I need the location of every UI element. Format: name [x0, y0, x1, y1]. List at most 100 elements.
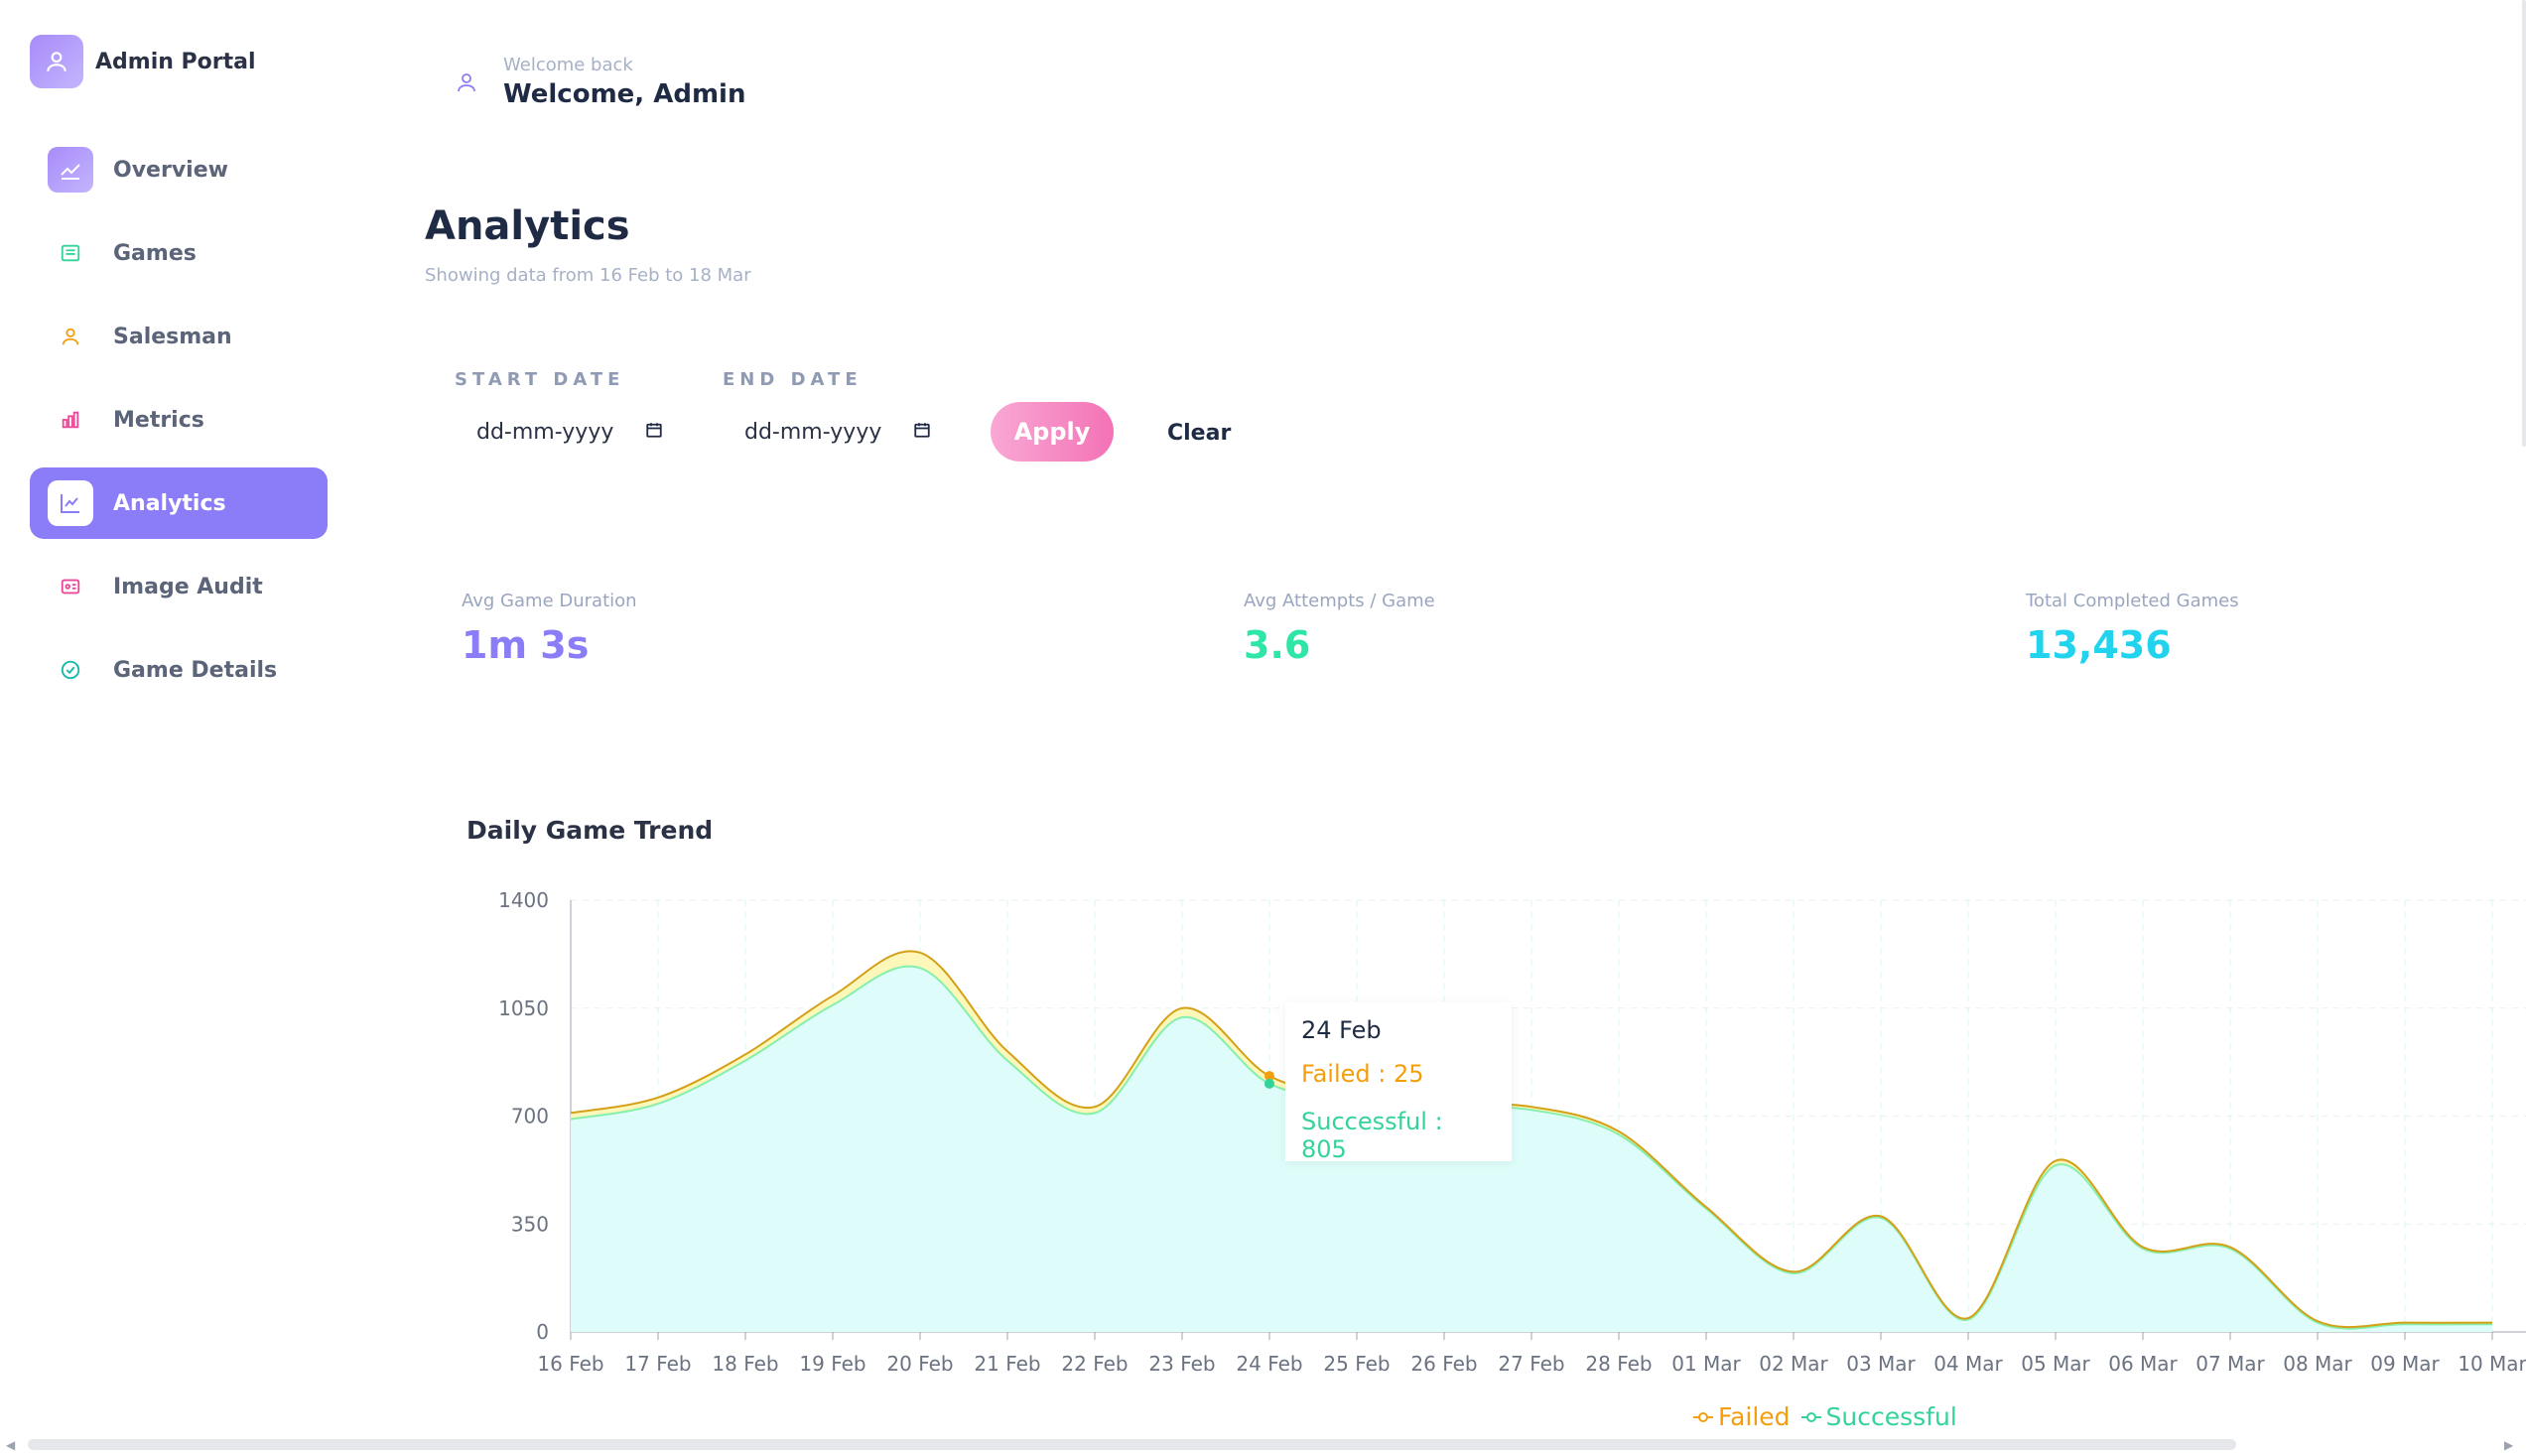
vertical-scrollbar[interactable] [2522, 0, 2526, 447]
sidebar-item-overview[interactable]: Overview [30, 134, 328, 205]
x-tick-label: 07 Mar [2195, 1352, 2265, 1376]
trend-icon [48, 147, 93, 193]
sidebar: Admin Portal Overview Games Salesman Met… [0, 0, 357, 1456]
x-tick-label: 21 Feb [974, 1352, 1040, 1376]
y-tick-label: 1050 [498, 996, 549, 1020]
x-tick-label: 09 Mar [2370, 1352, 2440, 1376]
x-tick-label: 03 Mar [1846, 1352, 1916, 1376]
sidebar-item-analytics[interactable]: Analytics [30, 467, 328, 539]
app-title: Admin Portal [95, 49, 256, 74]
sidebar-item-label: Metrics [113, 407, 204, 433]
kpi-label: Avg Game Duration [462, 591, 637, 611]
legend-label: Successful [1825, 1402, 1957, 1431]
active-point-failed [1264, 1071, 1274, 1082]
x-tick-label: 20 Feb [886, 1352, 953, 1376]
plot-area [571, 950, 2493, 1332]
x-tick-label: 18 Feb [712, 1352, 778, 1376]
scroll-right-arrow-icon[interactable]: ▶ [2504, 1438, 2514, 1452]
x-tick-label: 17 Feb [624, 1352, 691, 1376]
x-tick-label: 16 Feb [537, 1352, 603, 1376]
x-tick-label: 10 Mar [2458, 1352, 2526, 1376]
page-subtitle: Showing data from 16 Feb to 18 Mar [425, 265, 751, 286]
welcome-title: Welcome, Admin [503, 79, 746, 109]
x-tick-label: 24 Feb [1236, 1352, 1302, 1376]
x-tick-label: 08 Mar [2283, 1352, 2352, 1376]
x-tick-label: 27 Feb [1498, 1352, 1564, 1376]
line-successful [571, 965, 2493, 1330]
tooltip-successful: Successful : 805 [1301, 1108, 1443, 1163]
x-tick-label: 23 Feb [1148, 1352, 1215, 1376]
y-tick-label: 0 [536, 1320, 549, 1344]
check-circle-icon [48, 647, 93, 693]
kpi-label: Avg Attempts / Game [1244, 591, 1435, 611]
bar-chart-icon [48, 397, 93, 443]
kpi-avg-attempts: Avg Attempts / Game 3.6 [1244, 591, 1435, 667]
tooltip-date: 24 Feb [1301, 1016, 1382, 1044]
chart-legend: Failed Successful [1692, 1402, 1957, 1431]
end-date-input[interactable]: dd-mm-yyyy [723, 410, 949, 454]
sidebar-nav: Overview Games Salesman Metrics Analytic… [30, 134, 328, 718]
kpi-value: 3.6 [1244, 623, 1311, 667]
x-tick-label: 22 Feb [1061, 1352, 1128, 1376]
line-chart-icon [48, 480, 93, 526]
apply-button[interactable]: Apply [991, 402, 1114, 462]
brand: Admin Portal [30, 35, 256, 88]
x-tick-label: 02 Mar [1759, 1352, 1828, 1376]
kpi-total-completed-games: Total Completed Games 13,436 [2026, 591, 2239, 667]
end-date-value: dd-mm-yyyy [744, 419, 882, 445]
horizontal-scrollbar[interactable] [28, 1439, 2236, 1450]
sidebar-item-label: Image Audit [113, 574, 263, 599]
end-date-field: END DATE dd-mm-yyyy [723, 369, 949, 454]
start-date-field: START DATE dd-mm-yyyy [455, 369, 681, 454]
sidebar-item-label: Overview [113, 157, 228, 183]
x-tick-label: 25 Feb [1323, 1352, 1390, 1376]
line-marker-icon [1800, 1411, 1821, 1422]
user-icon [30, 35, 83, 88]
sidebar-item-game-details[interactable]: Game Details [30, 634, 328, 706]
clear-button[interactable]: Clear [1167, 421, 1232, 446]
sidebar-item-salesman[interactable]: Salesman [30, 301, 328, 372]
chart-tooltip: 24 Feb Failed : 25 Successful : 805 [1285, 1002, 1512, 1163]
start-date-label: START DATE [455, 369, 625, 390]
line-failed [571, 950, 2493, 1329]
user-icon [442, 58, 491, 107]
x-tick-label: 26 Feb [1410, 1352, 1477, 1376]
x-tick-label: 05 Mar [2021, 1352, 2090, 1376]
welcome-header: Welcome back Welcome, Admin [442, 55, 745, 109]
start-date-input[interactable]: dd-mm-yyyy [455, 410, 681, 454]
sidebar-item-label: Analytics [113, 490, 226, 516]
welcome-subtitle: Welcome back [503, 55, 633, 75]
legend-label: Failed [1718, 1402, 1791, 1431]
legend-item-failed[interactable]: Failed [1692, 1402, 1791, 1431]
sidebar-item-label: Games [113, 240, 197, 266]
scroll-left-arrow-icon[interactable]: ◀ [6, 1438, 16, 1452]
tooltip-failed: Failed : 25 [1301, 1060, 1424, 1088]
calendar-icon[interactable] [645, 420, 663, 445]
x-tick-label: 04 Mar [1933, 1352, 2003, 1376]
y-tick-label: 700 [511, 1105, 549, 1128]
x-tick-label: 19 Feb [799, 1352, 865, 1376]
kpi-value: 13,436 [2026, 623, 2172, 667]
sidebar-item-games[interactable]: Games [30, 217, 328, 289]
legend-item-successful[interactable]: Successful [1800, 1402, 1957, 1431]
kpi-avg-game-duration: Avg Game Duration 1m 3s [462, 591, 637, 667]
list-icon [48, 230, 93, 276]
sidebar-item-label: Salesman [113, 324, 232, 349]
kpi-label: Total Completed Games [2026, 591, 2239, 611]
sidebar-item-metrics[interactable]: Metrics [30, 384, 328, 456]
end-date-label: END DATE [723, 369, 863, 390]
image-icon [48, 564, 93, 609]
date-filters: START DATE dd-mm-yyyy END DATE dd-mm-yyy… [455, 369, 1232, 462]
active-point-successful [1264, 1078, 1274, 1089]
page-title: Analytics [425, 203, 630, 249]
sidebar-item-image-audit[interactable]: Image Audit [30, 551, 328, 622]
x-tick-label: 28 Feb [1585, 1352, 1652, 1376]
y-tick-label: 350 [511, 1212, 549, 1236]
area-successful [571, 966, 2492, 1332]
calendar-icon[interactable] [913, 420, 931, 445]
user-icon [48, 314, 93, 359]
start-date-value: dd-mm-yyyy [476, 419, 614, 445]
sidebar-item-label: Game Details [113, 657, 278, 683]
main-content: Welcome back Welcome, Admin Analytics Sh… [417, 0, 2526, 1456]
